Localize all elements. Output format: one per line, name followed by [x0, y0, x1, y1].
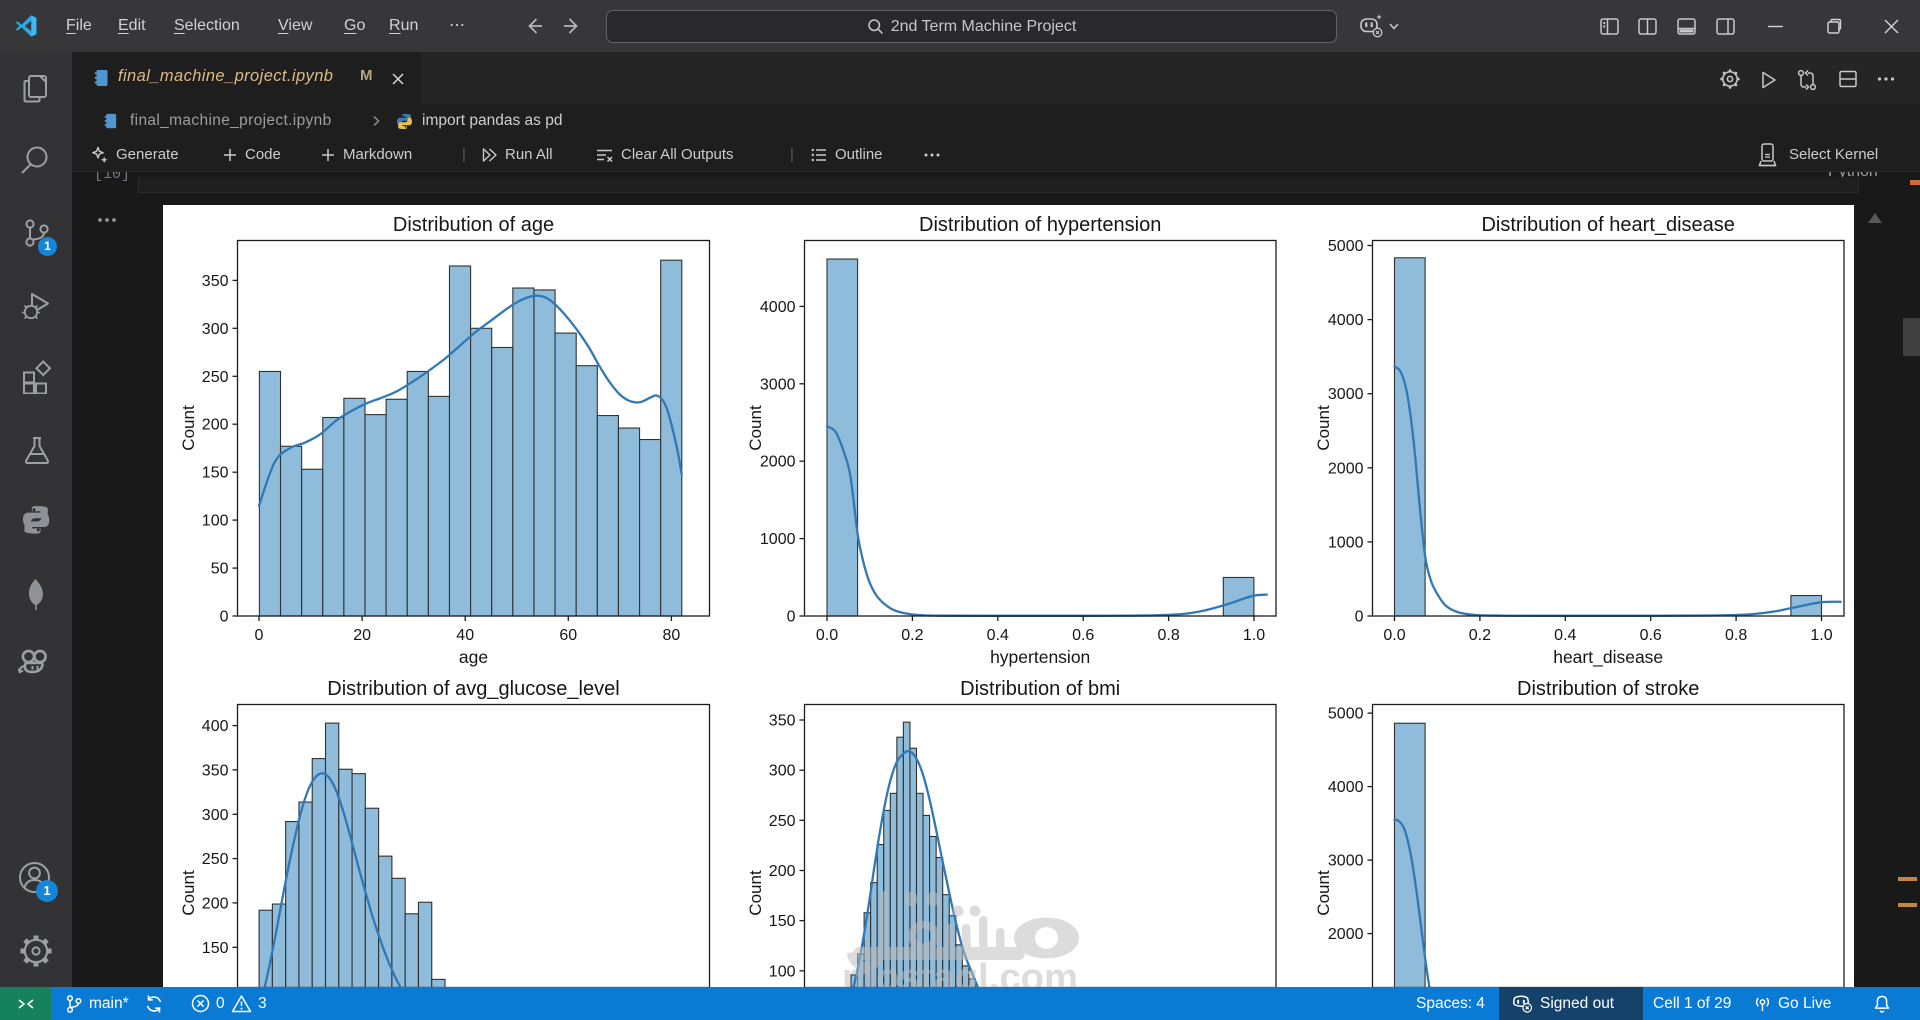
svg-text:4000: 4000: [1328, 312, 1364, 329]
svg-text:0.6: 0.6: [1072, 627, 1094, 644]
svg-text:250: 250: [769, 813, 796, 830]
svg-text:150: 150: [769, 913, 796, 930]
svg-text:1000: 1000: [1328, 534, 1364, 551]
svg-text:60: 60: [559, 627, 577, 644]
svg-text:150: 150: [202, 940, 229, 957]
svg-text:200: 200: [202, 417, 229, 434]
svg-text:Distribution of stroke: Distribution of stroke: [1517, 678, 1699, 700]
svg-text:100: 100: [769, 963, 796, 980]
svg-text:2000: 2000: [1328, 926, 1364, 943]
svg-text:0: 0: [787, 609, 796, 626]
svg-text:50: 50: [211, 561, 229, 578]
svg-text:0.2: 0.2: [1469, 627, 1491, 644]
svg-text:0.6: 0.6: [1640, 627, 1662, 644]
svg-text:40: 40: [456, 627, 474, 644]
svg-text:1.0: 1.0: [1243, 627, 1265, 644]
svg-text:350: 350: [202, 762, 229, 779]
svg-text:80: 80: [663, 627, 681, 644]
svg-text:Distribution of bmi: Distribution of bmi: [960, 678, 1120, 700]
svg-text:0.4: 0.4: [987, 627, 1009, 644]
svg-text:0: 0: [1355, 609, 1364, 626]
svg-text:5000: 5000: [1328, 238, 1364, 255]
svg-text:20: 20: [353, 627, 371, 644]
svg-text:1000: 1000: [760, 531, 796, 548]
svg-text:mostaql.com: mostaql.com: [842, 957, 1078, 987]
svg-text:0.4: 0.4: [1554, 627, 1576, 644]
svg-text:0.0: 0.0: [816, 627, 838, 644]
svg-text:Count: Count: [1314, 405, 1333, 451]
svg-text:100: 100: [202, 513, 229, 530]
svg-text:300: 300: [202, 321, 229, 338]
svg-text:Count: Count: [179, 870, 198, 916]
svg-text:4000: 4000: [1328, 779, 1364, 796]
svg-text:200: 200: [202, 895, 229, 912]
svg-text:200: 200: [769, 863, 796, 880]
svg-text:300: 300: [769, 763, 796, 780]
svg-text:2000: 2000: [760, 454, 796, 471]
svg-text:heart_disease: heart_disease: [1553, 647, 1663, 668]
svg-text:0: 0: [255, 627, 264, 644]
svg-text:hypertension: hypertension: [990, 647, 1090, 667]
svg-text:150: 150: [202, 465, 229, 482]
svg-text:0: 0: [220, 609, 229, 626]
svg-text:350: 350: [202, 273, 229, 290]
svg-text:Distribution of avg_glucose_le: Distribution of avg_glucose_level: [327, 678, 619, 700]
svg-text:Count: Count: [179, 405, 198, 451]
svg-text:Distribution of heart_disease: Distribution of heart_disease: [1481, 214, 1734, 236]
svg-text:0.8: 0.8: [1725, 627, 1747, 644]
svg-text:0.8: 0.8: [1157, 627, 1179, 644]
svg-text:age: age: [459, 647, 488, 667]
svg-text:3000: 3000: [1328, 853, 1364, 870]
svg-text:300: 300: [202, 807, 229, 824]
svg-text:Count: Count: [1314, 870, 1333, 916]
svg-text:250: 250: [202, 369, 229, 386]
svg-text:Distribution of age: Distribution of age: [393, 214, 554, 236]
svg-text:1.0: 1.0: [1810, 627, 1832, 644]
svg-text:4000: 4000: [760, 299, 796, 316]
svg-text:350: 350: [769, 713, 796, 730]
svg-text:3000: 3000: [1328, 386, 1364, 403]
svg-text:0.2: 0.2: [901, 627, 923, 644]
svg-text:5000: 5000: [1328, 706, 1364, 723]
svg-text:Distribution of hypertension: Distribution of hypertension: [919, 214, 1161, 236]
svg-text:3000: 3000: [760, 376, 796, 393]
svg-text:250: 250: [202, 851, 229, 868]
svg-text:Count: Count: [746, 870, 765, 916]
svg-text:400: 400: [202, 718, 229, 735]
svg-text:Count: Count: [746, 405, 765, 451]
svg-text:0.0: 0.0: [1383, 627, 1405, 644]
svg-text:2000: 2000: [1328, 460, 1364, 477]
